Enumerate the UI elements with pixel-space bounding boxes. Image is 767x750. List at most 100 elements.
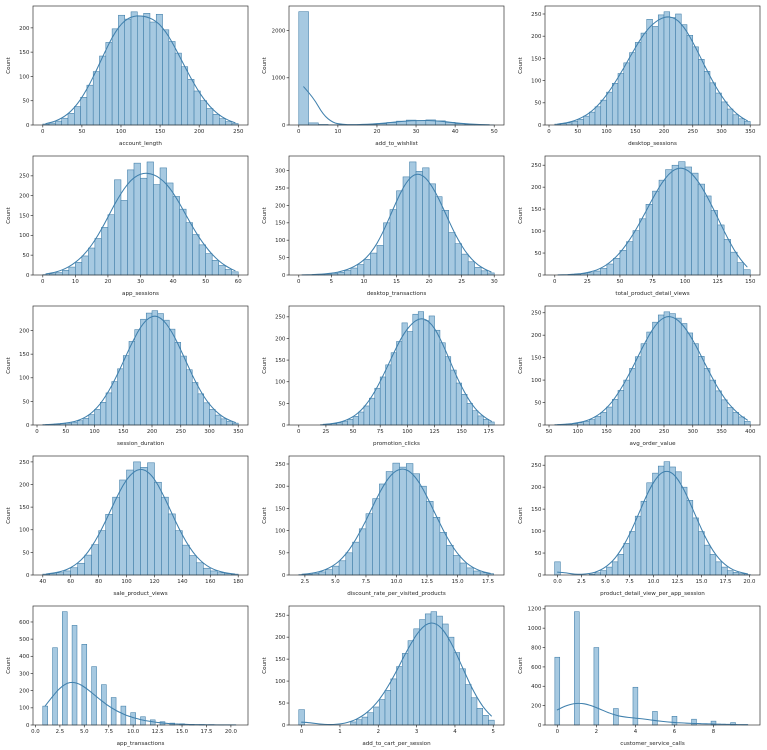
- histogram-bar: [169, 328, 176, 426]
- subplot-app_sessions: 0 10 20 30 40 50 60 0 50 100 150 200 250 app_sessions…: [6, 155, 249, 297]
- histogram-bar: [112, 496, 121, 576]
- y-tick-label: 400: [531, 684, 542, 690]
- y-tick-label: 0: [538, 423, 542, 429]
- histogram-bar: [212, 260, 220, 276]
- x-tick-label: 17.5: [482, 579, 494, 585]
- histogram-bar: [68, 266, 76, 276]
- histogram-bar: [357, 264, 365, 276]
- x-tick-label: 10.0: [390, 579, 403, 585]
- histogram-bar: [709, 82, 716, 126]
- subplot-desktop_transactions: 0 5 10 15 20 25 30050100150200250300desktop_tr…: [262, 155, 505, 297]
- y-tick-label: 250: [531, 311, 542, 317]
- y-tick-label: 100: [19, 74, 30, 80]
- y-tick-label: 0: [26, 723, 30, 729]
- x-tick-label: 17.5: [201, 729, 213, 735]
- histogram-bar: [428, 183, 436, 276]
- subplot-cell-app_transactions: 0.0 2.5 5.0 7.5 10.0 12.5 15.0 17.5 20.0 0 100 200 3…: [0, 600, 256, 750]
- histogram-bar: [341, 421, 348, 426]
- plot-border: [32, 5, 249, 126]
- subplot-sale_product_views: 40 60 80 100 120 140 160 180 0 50 100 150 200 250 sale…: [6, 455, 249, 597]
- histogram-bar: [697, 356, 705, 426]
- histogram-bar: [373, 706, 380, 726]
- subplot-cell-avg_order_value: 50 100 150 200 250 300 350 400 0 50 100 150 200 250 av…: [511, 300, 767, 450]
- histogram-bar: [715, 561, 722, 576]
- histogram-bar: [369, 397, 376, 426]
- histogram-bar: [131, 11, 138, 126]
- x-tick-label: 350: [745, 129, 756, 135]
- y-tick-label: 600: [531, 665, 542, 671]
- histogram-bar: [453, 555, 461, 576]
- subplot-cell-sale_product_views: 40 60 80 100 120 140 160 180 0 50 100 150 200 250 sale…: [0, 450, 256, 600]
- histogram-bar: [100, 402, 107, 426]
- histogram-bar: [62, 269, 70, 276]
- histogram-bar: [392, 462, 400, 576]
- subplot-product_detail_view_per_app_session: 0.0 2.5 5.0 7.5 10.0 12.5 15.0 17.5 20.0 0 50 100 15…: [518, 455, 761, 597]
- histogram-bar: [396, 190, 404, 276]
- histogram-bar: [617, 390, 624, 426]
- histogram-bar: [743, 269, 751, 276]
- x-tick-label: 100: [601, 129, 612, 135]
- histogram-bar: [605, 91, 613, 126]
- histogram-bar: [720, 566, 728, 576]
- x-tick-label: 15: [393, 279, 400, 285]
- x-tick-label: 30: [137, 279, 144, 285]
- histogram-bar: [107, 214, 116, 276]
- histogram-bar: [434, 329, 441, 426]
- histogram-bar: [407, 331, 414, 426]
- x-axis-label: promotion_clicks: [373, 441, 420, 447]
- histogram-bar: [488, 719, 495, 726]
- histogram-bar: [161, 496, 170, 576]
- histogram-bar: [124, 18, 132, 126]
- histogram-bar: [181, 66, 189, 126]
- histogram-bar: [200, 100, 208, 126]
- x-axis-label: add_to_cart_per_session: [362, 741, 431, 747]
- y-axis-label: Count: [262, 206, 268, 223]
- histogram-bar: [210, 570, 218, 576]
- subplot-cell-desktop_transactions: 0 5 10 15 20 25 30 0 50 100 150 200 250 300 desktop_tr…: [256, 150, 512, 300]
- x-tick-label: 50: [79, 129, 86, 135]
- x-axis-label: avg_order_value: [629, 441, 676, 447]
- subplot-avg_order_value: 50 100 150 200 250 300 350 400050100150200250av…: [518, 305, 761, 447]
- x-tick-label: 20: [426, 279, 433, 285]
- x-tick-label: 0: [297, 129, 301, 135]
- x-axis-label: account_length: [119, 141, 162, 147]
- histogram-bar: [726, 570, 734, 576]
- x-tick-label: 100: [572, 429, 583, 435]
- histogram-bar: [378, 699, 386, 726]
- histogram-bar: [221, 418, 228, 426]
- histogram-bar: [129, 341, 136, 426]
- histogram-bar: [447, 636, 455, 726]
- histogram-bar: [611, 561, 618, 576]
- histogram-bar: [337, 271, 345, 276]
- histogram-bar: [674, 317, 682, 426]
- x-tick-label: 140: [178, 579, 189, 585]
- histogram-bar: [198, 393, 205, 426]
- histogram-bar: [704, 195, 712, 276]
- x-tick-label: 0: [297, 279, 301, 285]
- histogram-bar: [370, 252, 378, 276]
- x-tick-label: 20: [374, 129, 381, 135]
- histogram-bar: [383, 222, 391, 276]
- histogram-bar: [385, 471, 394, 576]
- plot-border: [288, 5, 505, 126]
- kde-curve: [557, 167, 748, 276]
- histogram-bars: [567, 161, 751, 276]
- histogram-bar: [743, 421, 751, 426]
- histogram-bar: [106, 392, 113, 426]
- y-axis-label: Count: [6, 356, 12, 373]
- histogram-bar: [153, 184, 161, 276]
- histogram-bar: [710, 210, 718, 276]
- y-tick-label: 0: [282, 123, 286, 129]
- histogram-bar: [697, 531, 705, 576]
- histogram-bar: [573, 611, 580, 726]
- histogram-bar: [355, 719, 363, 726]
- histogram-bar: [483, 419, 490, 426]
- y-tick-label: 50: [23, 99, 30, 105]
- y-tick-label: 250: [531, 463, 542, 469]
- x-tick-label: 350: [233, 429, 244, 435]
- y-tick-label: 0: [26, 573, 30, 579]
- histogram-bar: [203, 402, 211, 426]
- histogram-bar: [466, 403, 473, 426]
- kde-curve: [303, 86, 490, 126]
- plot-border: [544, 605, 761, 726]
